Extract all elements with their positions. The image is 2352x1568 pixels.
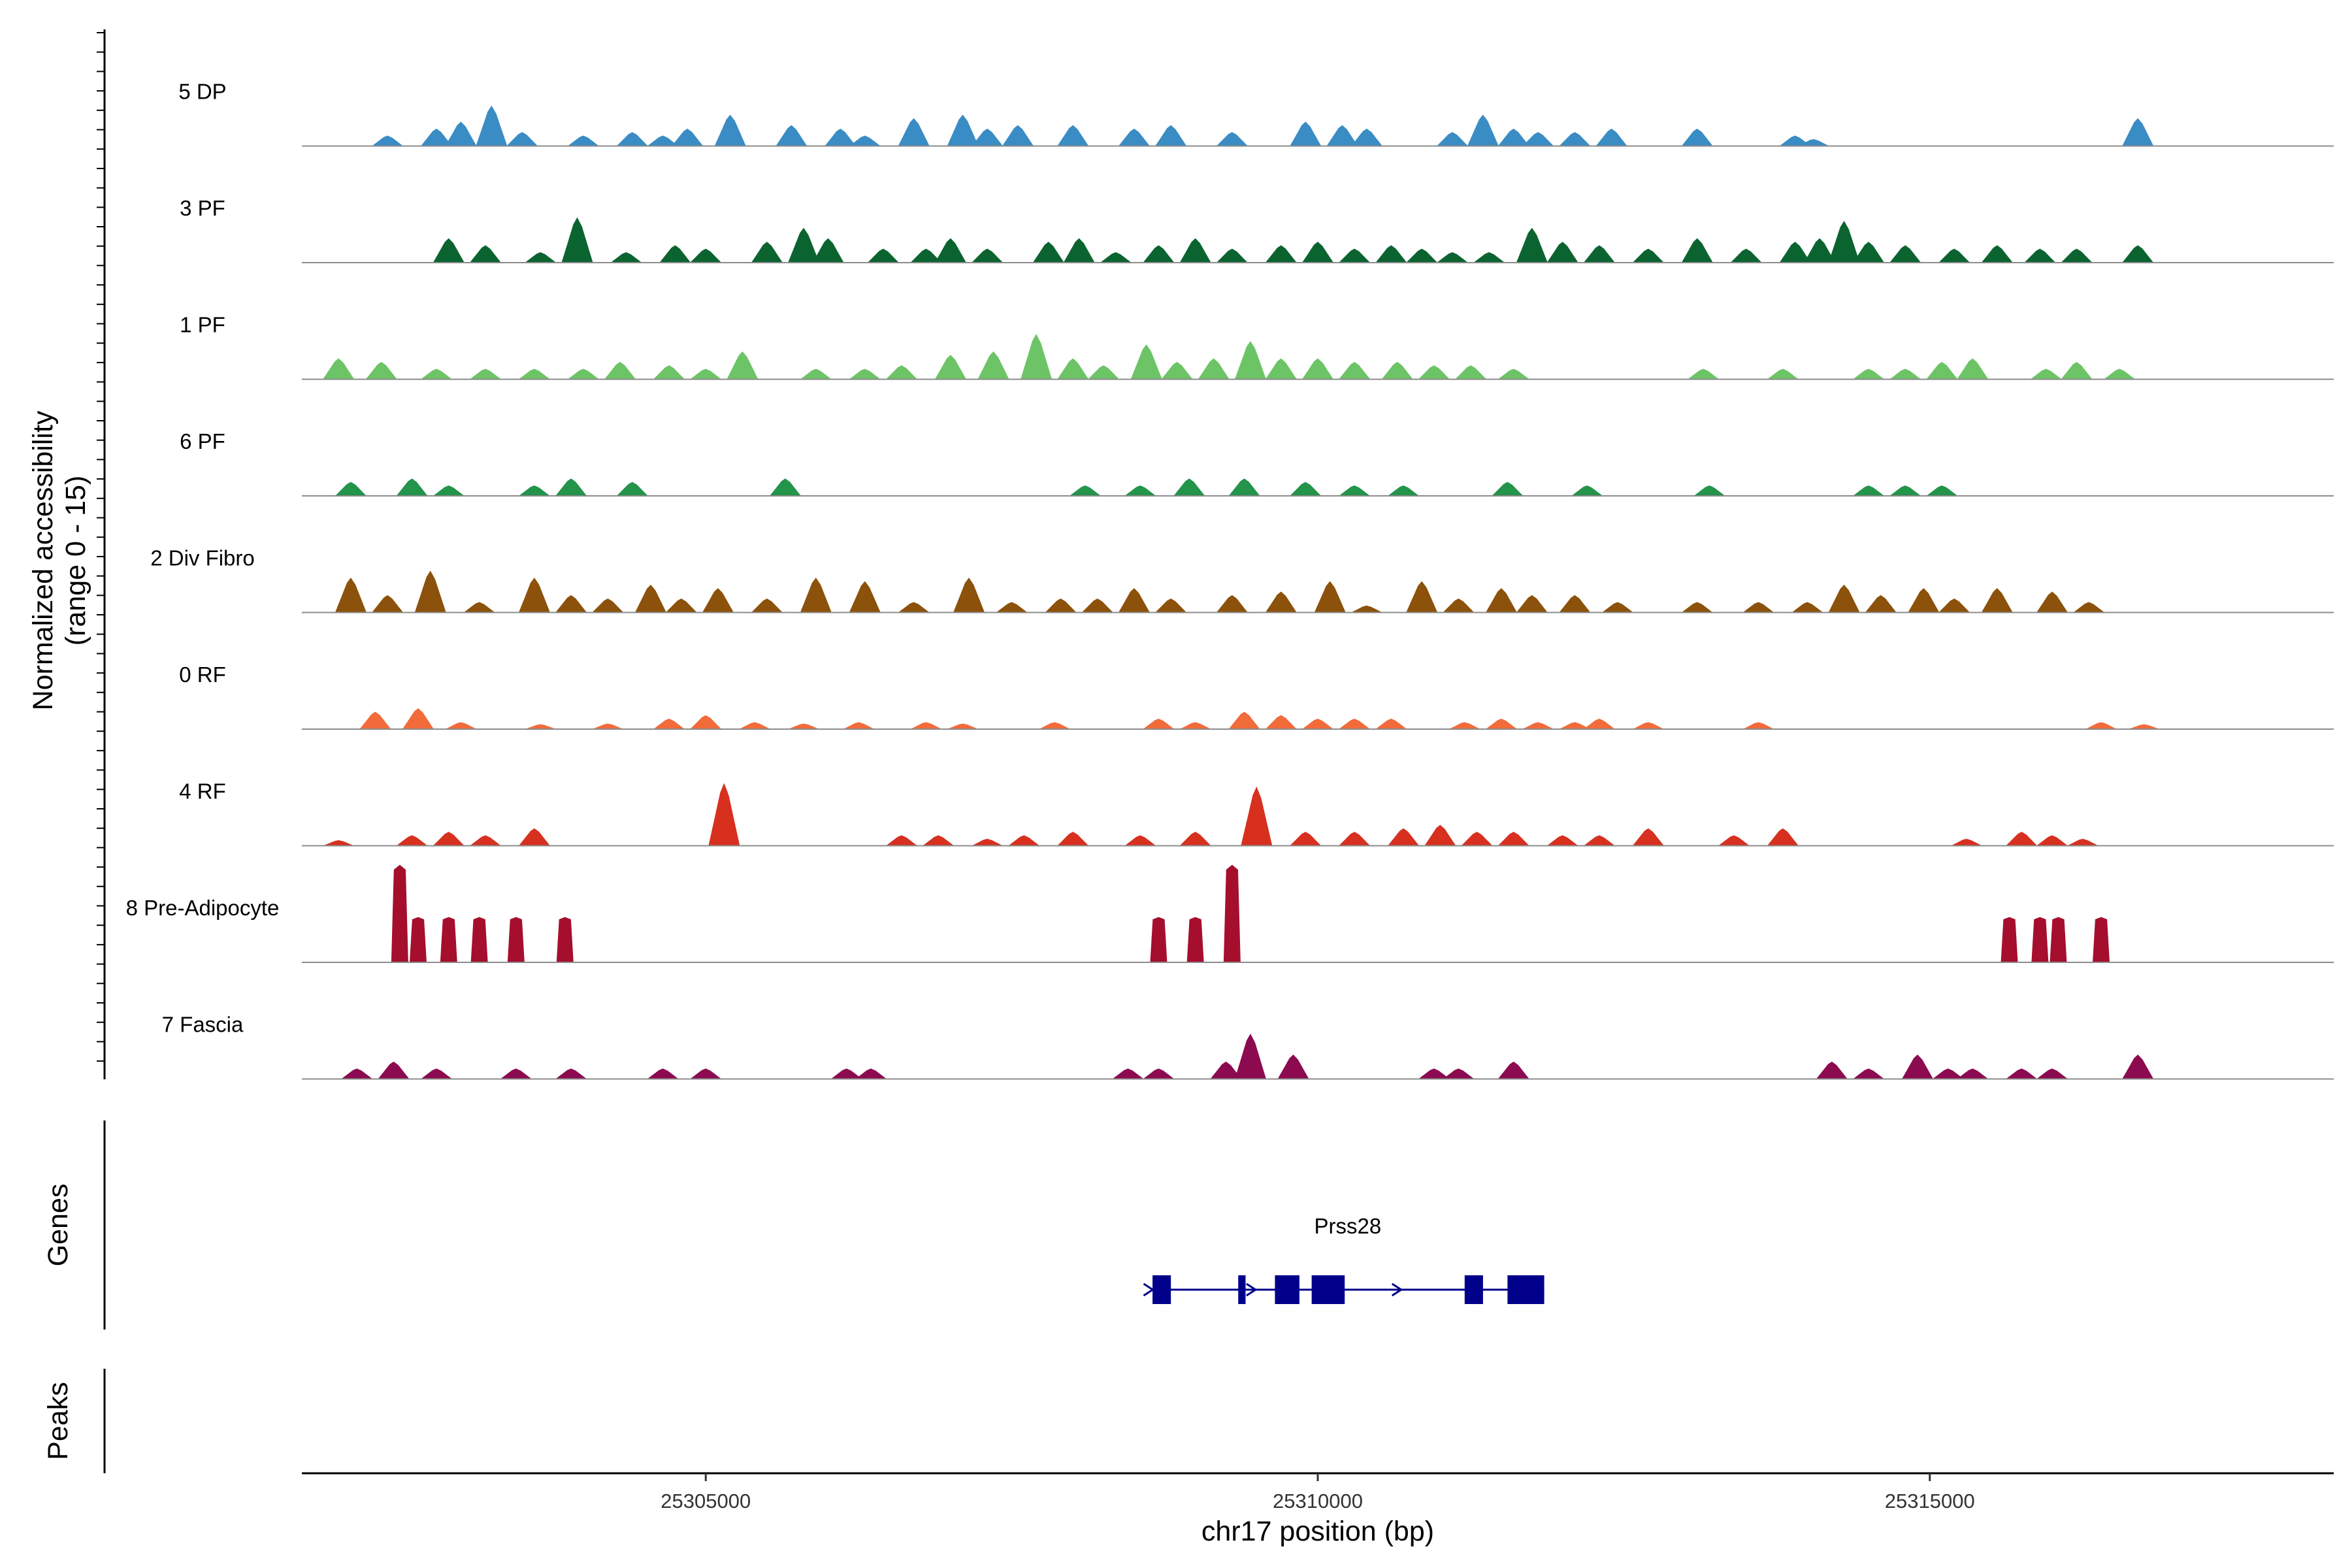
gene-exon [1312, 1275, 1345, 1304]
track-label: 4 RF [179, 779, 226, 804]
gene-exon [1465, 1275, 1483, 1304]
x-axis-title: chr17 position (bp) [1201, 1516, 1434, 1547]
x-tick-label: 25315000 [1885, 1490, 1975, 1512]
genome-browser-plot: Normalized accessibility (range 0 - 15) … [0, 0, 2352, 1568]
x-tick-label: 25305000 [661, 1490, 751, 1512]
gene-exon [1238, 1275, 1245, 1304]
track-7-peak-4 [508, 917, 525, 962]
track-7-peak-11 [2050, 917, 2066, 962]
gene-exon [1152, 1275, 1171, 1304]
x-tick-label: 25310000 [1273, 1490, 1363, 1512]
track-label: 8 Pre-Adipocyte [126, 896, 280, 920]
track-label: 3 PF [180, 196, 225, 220]
gene-name-label: Prss28 [1314, 1214, 1381, 1238]
gene-exon [1275, 1275, 1299, 1304]
track-7-peak-3 [471, 917, 488, 962]
track-7-peak-0 [391, 865, 408, 962]
plot-background [0, 0, 2352, 1568]
track-7-peak-7 [1187, 917, 1204, 962]
track-label: 2 Div Fibro [150, 546, 255, 570]
track-7-peak-10 [2031, 917, 2048, 962]
track-label: 1 PF [180, 313, 225, 337]
track-7-peak-2 [440, 917, 457, 962]
track-label: 6 PF [180, 429, 225, 453]
track-7-peak-5 [557, 917, 574, 962]
track-7-peak-8 [1224, 865, 1241, 962]
track-label: 7 Fascia [162, 1013, 244, 1037]
y-axis-title-line2: (range 0 - 15) [60, 476, 91, 646]
track-7-peak-6 [1150, 917, 1167, 962]
y-axis-title-line1: Normalized accessibility [27, 410, 59, 710]
gene-exon [1507, 1275, 1544, 1304]
track-7-peak-1 [410, 917, 427, 962]
track-7-peak-12 [2093, 917, 2110, 962]
peaks-panel-label: Peaks [42, 1382, 74, 1460]
genes-panel-label: Genes [42, 1184, 74, 1267]
track-label: 5 DP [178, 80, 226, 104]
track-7-peak-9 [2001, 917, 2018, 962]
track-label: 0 RF [179, 662, 226, 687]
